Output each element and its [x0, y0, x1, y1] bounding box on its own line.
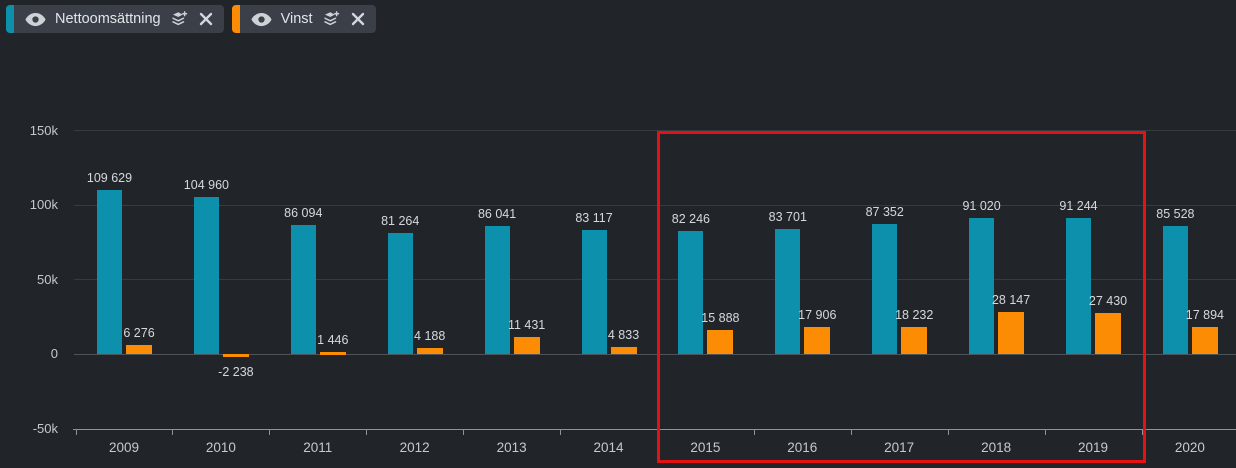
x-axis-tick	[463, 428, 465, 435]
x-axis-tick	[172, 428, 174, 435]
value-label: 17 894	[1185, 308, 1224, 323]
value-label: 27 430	[1088, 293, 1128, 308]
x-axis-tick	[366, 428, 368, 435]
x-axis-label-2020: 2020	[1174, 440, 1205, 455]
x-axis-tick	[1141, 428, 1143, 435]
bar-vinst-2012[interactable]	[416, 347, 443, 354]
gridline	[74, 130, 1236, 131]
value-label: 83 701	[768, 210, 807, 224]
bar-nettoomsättning-2010[interactable]	[193, 197, 219, 354]
x-axis-label-2014: 2014	[593, 440, 624, 455]
series-color-strip	[231, 5, 240, 33]
value-label: 4 188	[414, 328, 446, 343]
bar-vinst-2013[interactable]	[513, 336, 540, 354]
x-axis-label-2010: 2010	[205, 440, 236, 455]
y-axis-label: 0	[50, 346, 58, 362]
bar-nettoomsättning-2009[interactable]	[97, 190, 122, 354]
bar-vinst-2019[interactable]	[1095, 312, 1121, 354]
value-label: 87 352	[865, 204, 904, 219]
bar-nettoomsättning-2018[interactable]	[969, 218, 995, 354]
legend-chip-label: Nettoomsättning	[55, 11, 161, 27]
x-axis-line	[73, 428, 1236, 430]
value-label: 18 232	[895, 307, 934, 322]
legend-chip-vinst[interactable]: Vinst	[231, 5, 376, 33]
value-label: 4 833	[607, 327, 640, 342]
value-label: 6 276	[123, 325, 155, 340]
legend: Nettoomsättning	[6, 5, 376, 33]
eye-icon[interactable]	[251, 12, 272, 27]
value-label: 1 446	[317, 332, 349, 347]
bar-vinst-2015[interactable]	[707, 330, 734, 354]
bar-nettoomsättning-2012[interactable]	[387, 232, 413, 354]
value-label: 91 020	[962, 199, 1001, 213]
value-label: 86 094	[284, 206, 323, 221]
x-axis-tick	[850, 428, 852, 435]
gridline	[74, 279, 1236, 281]
x-axis-label-2012: 2012	[399, 440, 430, 455]
x-axis-tick	[560, 428, 561, 435]
x-axis-tick	[947, 428, 949, 435]
bar-nettoomsättning-2016[interactable]	[775, 229, 801, 354]
value-label: 15 888	[701, 311, 740, 326]
x-axis-tick	[1044, 428, 1046, 435]
bar-vinst-2011[interactable]	[319, 351, 346, 355]
value-label: 17 906	[798, 308, 837, 323]
bar-nettoomsättning-2015[interactable]	[678, 231, 704, 354]
bar-vinst-2014[interactable]	[610, 346, 637, 354]
value-label: 91 244	[1059, 198, 1098, 213]
y-axis-label: 100k	[29, 197, 58, 213]
value-label: 109 629	[86, 171, 133, 186]
value-label: 85 528	[1156, 207, 1195, 222]
bar-vinst-2020[interactable]	[1191, 327, 1218, 354]
x-axis-tick	[269, 428, 271, 435]
layers-plus-icon[interactable]	[170, 10, 188, 28]
bar-vinst-2010[interactable]	[222, 353, 249, 358]
x-axis-label-2018: 2018	[981, 440, 1012, 455]
legend-chip-label: Vinst	[280, 11, 313, 27]
bar-vinst-2017[interactable]	[901, 326, 928, 354]
y-axis-label: -50k	[32, 421, 58, 436]
bar-nettoomsättning-2017[interactable]	[872, 223, 898, 354]
close-icon[interactable]	[199, 12, 213, 26]
highlight-box	[657, 131, 1146, 463]
x-axis-label-2009: 2009	[108, 440, 140, 455]
value-label: 86 041	[477, 206, 517, 221]
value-label: 11 431	[507, 317, 546, 332]
close-icon[interactable]	[351, 12, 365, 26]
x-axis-label-2016: 2016	[787, 440, 818, 455]
x-axis-label-2017: 2017	[884, 440, 915, 455]
x-axis-tick	[75, 428, 77, 435]
eye-icon[interactable]	[25, 12, 46, 27]
bar-nettoomsättning-2019[interactable]	[1066, 217, 1091, 354]
value-label: 81 264	[381, 213, 420, 228]
value-label: -2 238	[218, 365, 254, 380]
value-label: 82 246	[671, 212, 710, 227]
y-axis-label: 50k	[37, 271, 58, 287]
bar-nettoomsättning-2014[interactable]	[581, 229, 607, 354]
bar-vinst-2009[interactable]	[126, 344, 152, 354]
value-label: 104 960	[183, 178, 229, 193]
series-color-strip	[6, 5, 14, 33]
bar-nettoomsättning-2011[interactable]	[290, 225, 316, 354]
x-axis-label-2019: 2019	[1077, 440, 1109, 455]
x-axis-label-2013: 2013	[496, 440, 527, 455]
gridline	[74, 353, 1236, 355]
bar-nettoomsättning-2020[interactable]	[1162, 226, 1188, 354]
bar-nettoomsättning-2013[interactable]	[484, 225, 510, 354]
x-axis-tick	[753, 428, 755, 435]
bar-vinst-2018[interactable]	[998, 311, 1025, 354]
value-label: 83 117	[575, 210, 613, 225]
value-label: 28 147	[991, 292, 1031, 307]
y-axis-label: 150k	[29, 122, 58, 138]
x-axis-label-2011: 2011	[303, 440, 333, 455]
layers-plus-icon[interactable]	[322, 10, 340, 28]
gridline	[74, 204, 1236, 206]
bar-vinst-2016[interactable]	[804, 327, 831, 354]
legend-chip-nettoomsattning[interactable]: Nettoomsättning	[6, 5, 224, 33]
x-axis-label-2015: 2015	[690, 440, 721, 455]
